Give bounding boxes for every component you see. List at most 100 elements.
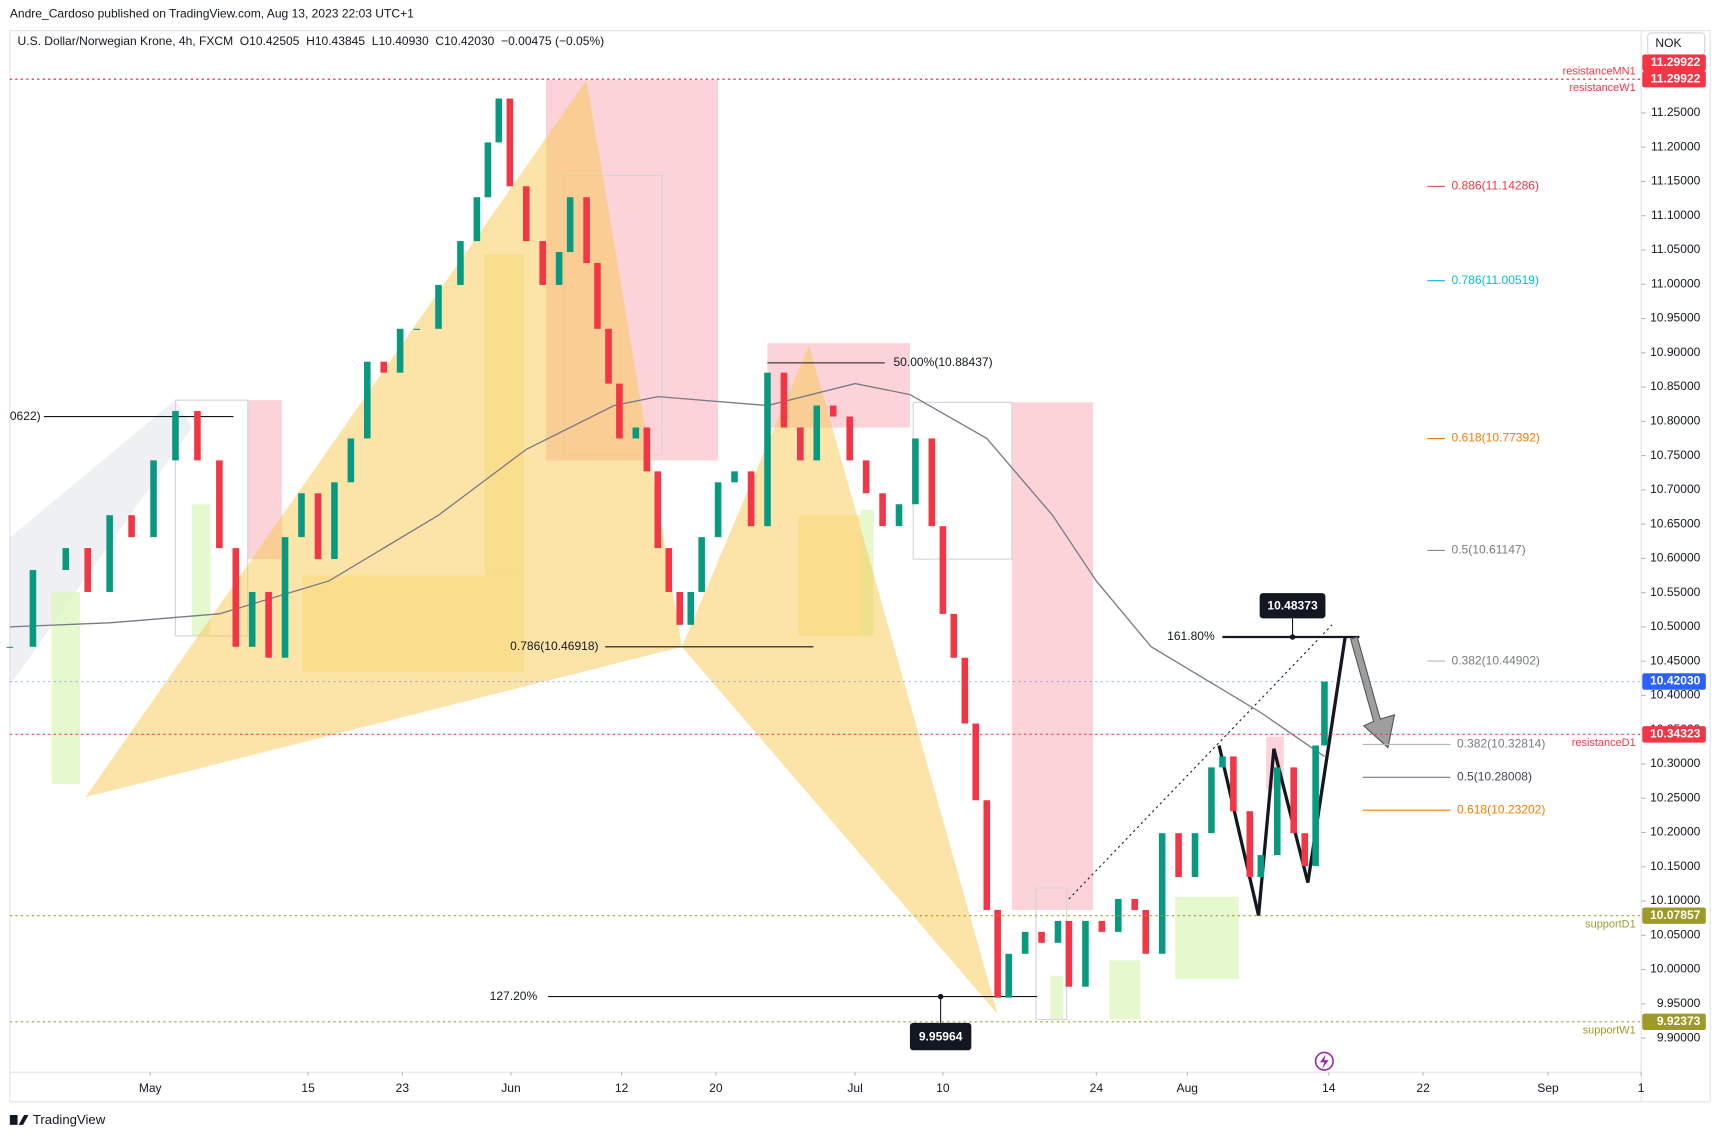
candle: [1082, 920, 1089, 987]
candle: [172, 411, 179, 461]
x-tick-label: Sep: [1537, 1081, 1559, 1095]
y-tick-label: 11.10000: [1651, 208, 1701, 222]
candle: [862, 460, 870, 494]
box-yellow: [484, 254, 525, 576]
harmonic-bcd: [681, 345, 998, 1015]
x-tick-label: 15: [301, 1081, 315, 1095]
candle: [676, 591, 684, 625]
x-tick-label: 22: [1416, 1081, 1430, 1095]
candle: [1158, 833, 1166, 954]
drawings: 0622) 50.00%(10.88437) 0.786(10.46918) 1…: [9, 80, 1545, 1071]
candle: [829, 405, 837, 417]
candle: [846, 416, 854, 461]
zone-green: [1175, 896, 1239, 980]
y-tick-label: 10.60000: [1650, 551, 1701, 565]
y-tick-label: 11.20000: [1651, 139, 1701, 153]
candle: [939, 526, 947, 614]
price-level-name: resistanceD1: [1572, 737, 1636, 749]
candle: [522, 186, 530, 242]
annotation: 9.95964: [919, 1029, 963, 1043]
price-level-box: [1642, 907, 1706, 924]
y-tick-label: 10.50000: [1650, 619, 1701, 633]
y-tick-label: 9.90000: [1657, 1030, 1701, 1044]
candle: [1257, 855, 1265, 878]
publisher: Andre_Cardoso published on TradingView.c…: [10, 6, 414, 20]
x-tick-label: 1: [1638, 1081, 1645, 1095]
candle: [912, 438, 919, 505]
annotation: 50.00%(10.88437): [893, 355, 992, 369]
candle: [194, 411, 201, 461]
x-tick-label: Jun: [501, 1081, 520, 1095]
logo-part: [18, 1114, 29, 1125]
candle: [1142, 909, 1150, 954]
candle: [1054, 920, 1062, 943]
candle: [1273, 767, 1281, 856]
event-icon-bolt[interactable]: [1319, 1054, 1329, 1069]
candle: [506, 98, 514, 187]
candle: [555, 252, 563, 285]
y-tick-label: 10.75000: [1650, 448, 1701, 462]
price-level-name: resistanceMN1: [1563, 65, 1636, 77]
candle: [714, 482, 722, 538]
candle: [583, 197, 590, 264]
candle: [298, 493, 305, 538]
x-tick-label: May: [139, 1081, 162, 1095]
price-level-label: 10.07857: [1650, 908, 1701, 922]
candle: [594, 263, 601, 329]
candle: [687, 591, 695, 625]
candle: [928, 438, 936, 527]
y-tick-label: 10.00000: [1650, 962, 1701, 976]
point: [1289, 634, 1296, 640]
candle: [797, 427, 804, 461]
annotation: 127.20%: [490, 989, 538, 1003]
annotation: 0.5(10.28008): [1457, 769, 1532, 783]
y-tick-label: 10.30000: [1650, 756, 1701, 770]
point: [937, 993, 944, 1000]
y-tick-label: 10.05000: [1650, 927, 1701, 941]
y-tick-label: 10.65000: [1650, 516, 1701, 530]
y-tick-label: 10.95000: [1650, 311, 1701, 325]
candle: [1246, 811, 1254, 878]
candle: [1175, 833, 1182, 878]
price-level-label: 10.42030: [1650, 674, 1701, 688]
candle: [413, 328, 420, 330]
y-tick-label: 11.25000: [1651, 105, 1701, 119]
candle: [643, 427, 651, 472]
y-tick-label: 11.05000: [1651, 242, 1701, 256]
candle: [29, 570, 37, 647]
price-level-box: [1642, 54, 1706, 71]
price-level-label: 11.29922: [1651, 71, 1701, 85]
candle: [879, 493, 886, 527]
candle: [616, 383, 623, 439]
y-tick-label: 10.10000: [1650, 893, 1701, 907]
candle: [632, 427, 640, 439]
price-level-label: 11.29922: [1651, 55, 1701, 69]
candle: [232, 548, 240, 647]
price-level-label: 10.34323: [1650, 727, 1701, 741]
price-level-box: [1642, 726, 1706, 743]
candle: [495, 98, 503, 143]
candle: [364, 361, 371, 439]
price-level-name: resistanceW1: [1569, 82, 1635, 94]
x-tick-label: Jul: [847, 1081, 862, 1095]
candle: [473, 197, 481, 242]
candle: [457, 241, 464, 285]
y-tick-label: 10.55000: [1650, 585, 1701, 599]
candle: [605, 328, 612, 384]
candle: [1321, 681, 1328, 746]
candle: [248, 591, 256, 647]
candle: [747, 471, 755, 527]
candle: [654, 471, 662, 549]
candle: [780, 372, 788, 428]
candle: [665, 548, 673, 592]
candle: [566, 197, 574, 253]
candle: [764, 372, 771, 527]
arrow: [1349, 636, 1396, 749]
candle: [1230, 756, 1237, 812]
candle: [950, 613, 958, 658]
candle: [347, 438, 355, 483]
zone-green: [1109, 960, 1141, 1020]
currency[interactable]: NOK: [1655, 36, 1681, 50]
price-level-name: supportD1: [1585, 918, 1636, 930]
